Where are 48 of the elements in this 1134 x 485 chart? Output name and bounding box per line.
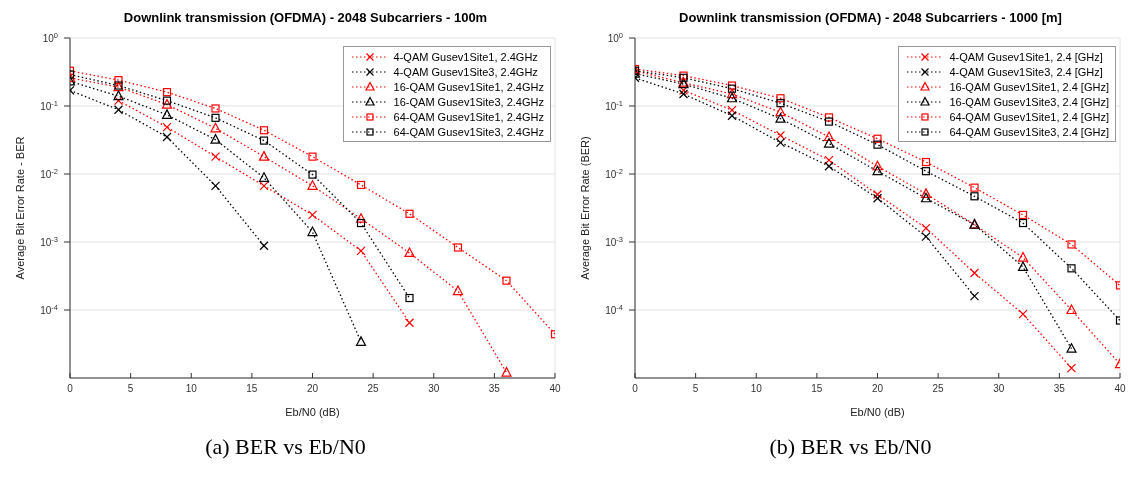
y-axis-title: Average Bit Error Rate (BER) [578, 136, 591, 280]
x-tick-label: 35 [1053, 383, 1066, 394]
x-tick-label: 0 [67, 383, 74, 394]
x-axis-title: Eb/N0 (dB) [285, 406, 340, 418]
legend-label: 64-QAM Gusev1Site1, 2.4 [GHz] [949, 110, 1109, 123]
x-tick-label: 15 [811, 383, 823, 394]
text: (a) BER vs Eb/N0 [204, 434, 367, 460]
legend-label: 4-QAM Gusev1Site3, 2.4 [GHz] [949, 65, 1103, 78]
x-tick-label: 30 [993, 383, 1005, 394]
y-tick-label: 10$^{-3}$ [40, 234, 58, 248]
y-tick-label: 10$^{0}$ [42, 30, 58, 44]
x-tick-label: 0 [632, 383, 639, 394]
x-tick-label: 25 [367, 383, 380, 394]
x-tick-label: 20 [306, 383, 319, 394]
y-tick-label: 10$^{-2}$ [40, 166, 58, 180]
x-tick-label: 25 [932, 383, 945, 394]
x-tick-label: 40 [549, 383, 561, 394]
x-tick-label: 40 [1114, 383, 1126, 394]
legend-label: 4-QAM Gusev1Site1, 2.4GHz [393, 50, 538, 63]
x-tick-label: 10 [750, 383, 763, 394]
chart-title: Downlink transmission (OFDMA) - 2048 Subcarriers - 100m [122, 10, 489, 25]
y-axis-title: Average Bit Error Rate - BER [13, 136, 26, 280]
x-tick-label: 5 [692, 383, 699, 394]
x-axis-title: Eb/N0 (dB) [850, 406, 905, 418]
x-tick-label: 15 [246, 383, 258, 394]
x-tick-label: 10 [185, 383, 198, 394]
legend-label: 16-QAM Gusev1Site3, 2.4GHz [393, 95, 544, 108]
text: (b) BER vs Eb/N0 [768, 434, 933, 460]
legend-label: 64-QAM Gusev1Site3, 2.4 [GHz] [949, 125, 1109, 138]
legend-label: 16-QAM Gusev1Site1, 2.4 [GHz] [949, 80, 1109, 93]
x-tick-label: 5 [127, 383, 134, 394]
legend-label: 16-QAM Gusev1Site3, 2.4 [GHz] [949, 95, 1109, 108]
y-tick-label: 10$^{-2}$ [605, 166, 623, 180]
y-tick-label: 10$^{-1}$ [605, 98, 623, 112]
x-tick-label: 30 [428, 383, 440, 394]
y-tick-label: 10$^{0}$ [607, 30, 623, 44]
y-tick-label: 10$^{-1}$ [40, 98, 58, 112]
x-tick-label: 20 [871, 383, 884, 394]
x-tick-label: 35 [488, 383, 501, 394]
legend-label: 4-QAM Gusev1Site3, 2.4GHz [393, 65, 538, 78]
chart-title: Downlink transmission (OFDMA) - 2048 Subcarriers - 1000 [m] [678, 10, 1063, 25]
legend-label: 16-QAM Gusev1Site1, 2.4GHz [393, 80, 544, 93]
legend-label: 64-QAM Gusev1Site1, 2.4GHz [393, 110, 544, 123]
y-tick-label: 10$^{-4}$ [40, 302, 58, 316]
y-tick-label: 10$^{-4}$ [605, 302, 623, 316]
y-tick-label: 10$^{-3}$ [605, 234, 623, 248]
legend-label: 64-QAM Gusev1Site3, 2.4GHz [393, 125, 544, 138]
legend-label: 4-QAM Gusev1Site1, 2.4 [GHz] [949, 50, 1103, 63]
